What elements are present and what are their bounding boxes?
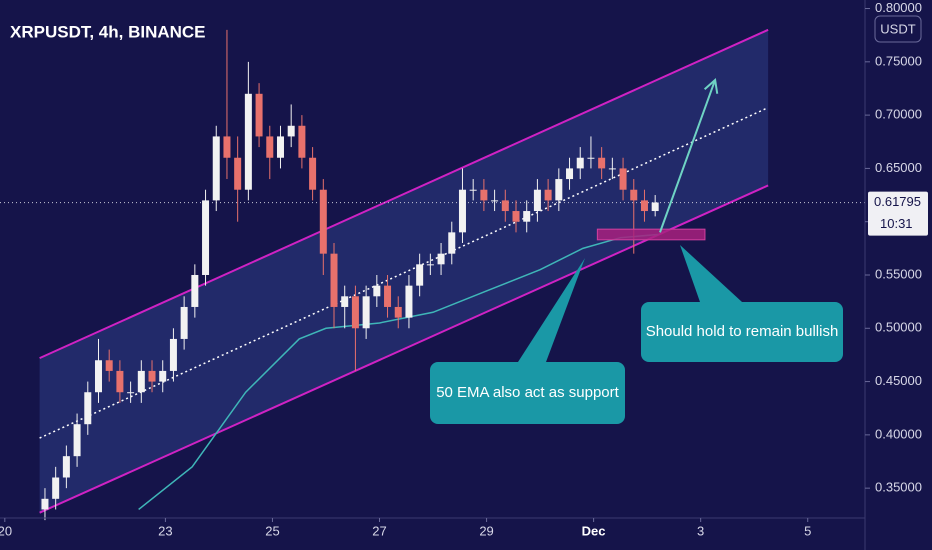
candle-body — [287, 125, 295, 137]
currency: USDT — [880, 21, 915, 36]
candle-body — [116, 370, 124, 393]
arrow-head — [703, 77, 719, 94]
candle-body — [469, 189, 477, 191]
candle-body — [619, 168, 627, 190]
candle-body — [223, 136, 231, 158]
candle-body — [105, 360, 113, 371]
arrow-line — [659, 79, 717, 233]
channel-fill — [39, 29, 769, 513]
candle-body — [41, 498, 49, 510]
candle-body — [608, 168, 616, 170]
candle-body — [544, 189, 552, 201]
candle-body — [630, 189, 638, 201]
candle-body — [640, 200, 648, 212]
callout-box — [641, 302, 843, 362]
plot-area — [0, 28, 865, 521]
x-tick-label: 20 — [0, 523, 12, 538]
candle-body — [394, 306, 402, 318]
x-tick-label: Dec — [582, 523, 606, 538]
x-tick-label: 23 — [158, 523, 172, 538]
candle-body — [533, 189, 541, 212]
candle-body — [416, 264, 424, 286]
support-zone — [596, 228, 706, 241]
y-tick-label: 0.50000 — [875, 320, 922, 335]
candle-body — [555, 179, 563, 201]
candle-body — [566, 168, 574, 180]
candle-body — [341, 296, 349, 307]
y-tick-label: 0.75000 — [875, 53, 922, 68]
candle-body — [276, 136, 284, 158]
candle-body — [52, 477, 60, 499]
candle-body — [202, 200, 210, 275]
candle-body — [351, 296, 359, 329]
candle-body — [244, 93, 252, 190]
candle-body — [437, 253, 445, 265]
candle-body — [73, 424, 81, 457]
candle-body — [373, 285, 381, 297]
candle-body — [148, 370, 156, 382]
callout-text: Should hold to remain bullish — [646, 323, 839, 340]
y-tick-label: 0.35000 — [875, 480, 922, 495]
last-price-label: 0.61795 — [874, 194, 921, 209]
candle-body — [266, 136, 274, 158]
candle-body — [137, 370, 145, 393]
candle-body — [362, 296, 370, 329]
last-price-box — [868, 191, 928, 236]
candle-body — [480, 189, 488, 201]
y-tick-label: 0.65000 — [875, 160, 922, 175]
candle-body — [405, 285, 413, 318]
candle-body — [576, 157, 584, 169]
candle-body — [298, 125, 306, 158]
chart-title: XRPUSDT, 4h, BINANCE — [10, 22, 206, 41]
candle-body — [309, 157, 317, 190]
y-tick-label: 0.55000 — [875, 266, 922, 281]
candle-body — [598, 157, 606, 169]
candle-body — [62, 456, 70, 478]
callout-pointer — [680, 245, 742, 302]
candle-body — [94, 360, 102, 393]
x-tick-label: 5 — [804, 523, 811, 538]
y-tick-label: 0.80000 — [875, 0, 922, 15]
candle-body — [127, 392, 135, 394]
candle-body — [491, 200, 499, 202]
candle-body — [384, 285, 392, 307]
channel-middle — [39, 106, 769, 439]
candle-body — [458, 189, 466, 233]
x-tick-label: 27 — [372, 523, 386, 538]
candle-body — [169, 338, 177, 371]
y-tick-label: 0.45000 — [875, 373, 922, 388]
candle-body — [512, 211, 520, 222]
candle-body — [651, 202, 659, 212]
candle-body — [426, 264, 434, 266]
channel-upper — [39, 28, 769, 360]
y-tick-label: 0.40000 — [875, 426, 922, 441]
candle-body — [191, 274, 199, 307]
y-tick-label: 0.70000 — [875, 107, 922, 122]
callout-pointer — [518, 258, 585, 362]
currency-box — [874, 15, 922, 43]
candle-body — [523, 211, 531, 222]
callout-text: 50 EMA also act as support — [436, 384, 619, 401]
candle-body — [180, 306, 188, 339]
x-tick-label: 3 — [697, 523, 704, 538]
candle-body — [159, 370, 167, 382]
candle-body — [84, 392, 92, 425]
countdown: 10:31 — [880, 216, 913, 231]
candle-body — [587, 157, 595, 159]
candle-body — [448, 232, 456, 254]
candle-body — [330, 253, 338, 307]
candle-body — [501, 200, 509, 212]
x-tick-label: 25 — [265, 523, 279, 538]
candle-body — [255, 93, 263, 137]
callout-box — [430, 362, 625, 424]
x-tick-label: 29 — [479, 523, 493, 538]
candle-body — [212, 136, 220, 201]
candle-body — [234, 157, 242, 190]
candle-body — [319, 189, 327, 254]
